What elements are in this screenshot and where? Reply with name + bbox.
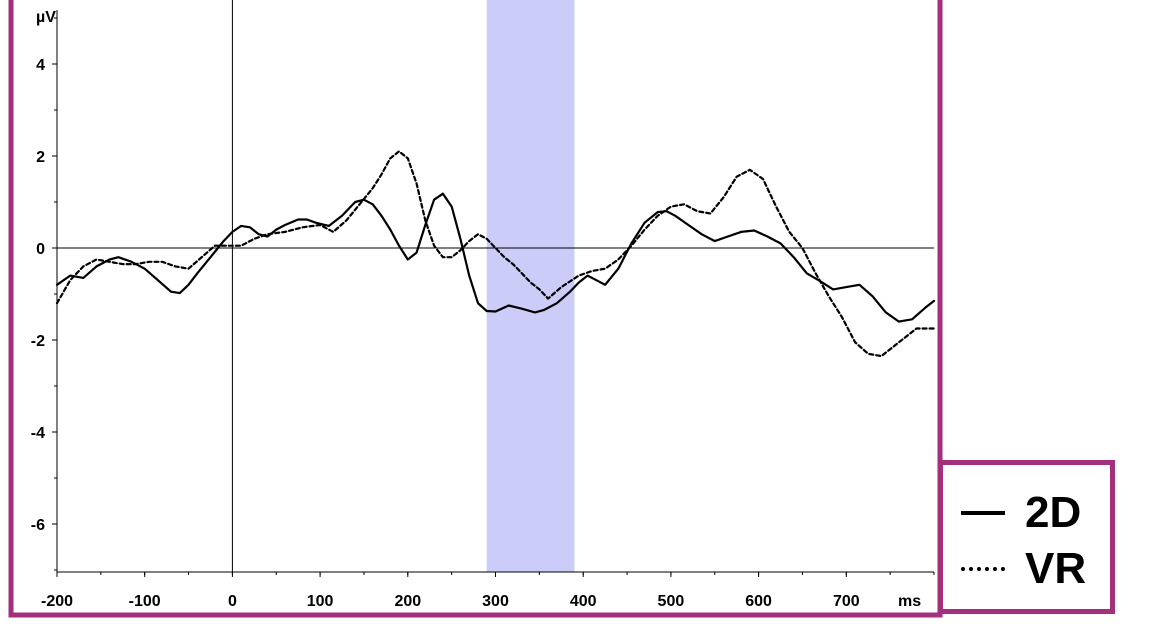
y-tick-label: -6 [31,517,45,534]
y-tick-label: -4 [31,425,45,442]
y-tick-label: 0 [36,241,45,258]
x-tick-label: -200 [41,593,73,610]
x-tick-label: 0 [228,593,237,610]
highlight-window [486,0,575,572]
legend-label-vr: VR [1025,544,1087,593]
x-tick-label: 200 [394,593,421,610]
legend-label-2d: 2D [1025,488,1082,537]
solid-line-swatch [961,511,1005,515]
legend-item-vr: VR [961,547,1086,591]
series-lines [55,150,936,358]
x-tick-label: -100 [129,593,161,610]
series-line-vr [55,150,936,358]
x-tick-label: 100 [307,593,334,610]
y-axis-label: µV [36,9,56,26]
y-tick-label: 2 [36,149,45,166]
x-tick-label: 500 [658,593,685,610]
dotted-line-swatch [961,567,1005,571]
series-line-2d [55,192,936,323]
x-tick-label: 700 [833,593,860,610]
y-tick-label: 4 [36,57,45,74]
axis-ticks: -200 -100 0 100 200 300 400 500 600 700 4 2 0 -2 -4 -6 [31,17,935,610]
x-tick-label: 300 [482,593,509,610]
legend-item-2d: 2D [961,491,1081,535]
legend: 2D VR [938,460,1115,614]
chart-frame [8,0,943,618]
x-tick-label: 400 [570,593,597,610]
x-tick-label: 600 [745,593,772,610]
y-tick-label: -2 [31,333,45,350]
x-axis-label: ms [898,593,921,610]
